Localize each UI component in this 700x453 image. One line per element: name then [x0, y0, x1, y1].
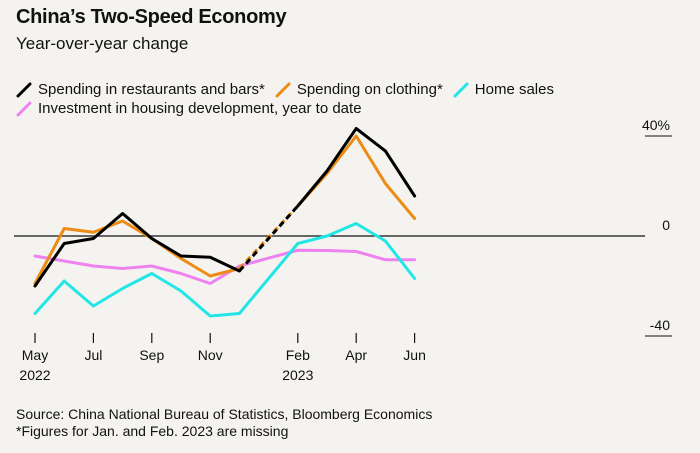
x-tick-year-4: 2023 — [282, 367, 313, 383]
legend-item-housing-investment: Investment in housing development, year … — [16, 100, 362, 118]
series-lines — [33, 127, 417, 318]
x-axis — [34, 333, 416, 343]
chart-title: China’s Two-Speed Economy — [16, 6, 287, 28]
legend-label-clothing: Spending on clothing* — [296, 80, 443, 98]
series-line-spending-in-restaurants-and-bars — [33, 212, 241, 288]
legend-item-restaurants: Spending in restaurants and bars* — [16, 81, 265, 99]
series-line-spending-on-clothing — [296, 134, 417, 220]
chart-footer: Source: China National Bureau of Statist… — [16, 406, 432, 440]
x-tick-label-6: Jun — [403, 347, 426, 363]
legend-swatch-restaurants — [16, 82, 32, 97]
source-note: Source: China National Bureau of Statist… — [16, 406, 433, 422]
y-tick-label-1: 0 — [662, 217, 670, 233]
legend-swatch-home-sales — [453, 82, 469, 97]
chart-subtitle: Year-over-year change — [16, 34, 189, 53]
x-tick-label-3: Nov — [198, 347, 223, 363]
missing-data-note: *Figures for Jan. and Feb. 2023 are miss… — [16, 423, 289, 439]
x-tick-label-0: May — [22, 347, 48, 363]
x-tick-label-5: Apr — [345, 347, 367, 363]
legend-label-restaurants: Spending in restaurants and bars* — [38, 80, 265, 98]
series-spending-on-clothing — [33, 134, 417, 285]
gridlines — [14, 135, 672, 337]
series-investment-in-housing-development-year-to-date — [33, 248, 417, 285]
legend-label-housing-investment: Investment in housing development, year … — [38, 99, 362, 117]
series-home-sales — [33, 222, 417, 318]
series-spending-in-restaurants-and-bars — [33, 127, 417, 288]
legend-swatch-housing-investment — [16, 101, 32, 116]
x-tick-label-4: Feb — [286, 347, 310, 363]
y-tick-label-0: 40% — [642, 117, 670, 133]
x-tick-label-2: Sep — [139, 347, 164, 363]
series-line-spending-in-restaurants-and-bars — [296, 127, 417, 208]
legend-swatch-clothing — [275, 82, 291, 97]
series-line-spending-on-clothing — [33, 219, 241, 285]
series-line-investment-in-housing-development-year-to-date — [33, 248, 417, 285]
chart-legend: Spending in restaurants and bars* Spendi… — [16, 80, 656, 118]
x-tick-year-0: 2022 — [19, 367, 50, 383]
y-tick-label-2: -40 — [650, 317, 670, 333]
legend-row-1: Spending in restaurants and bars* Spendi… — [16, 80, 656, 99]
axis-labels: 40% 0 -40 May 2022 Jul Sep Nov Feb 2023 Apr Jun — [19, 117, 670, 383]
legend-item-clothing: Spending on clothing* — [275, 81, 443, 99]
legend-row-2: Investment in housing development, year … — [16, 99, 656, 118]
series-gap-spending-in-restaurants-and-bars — [238, 204, 299, 273]
legend-label-home-sales: Home sales — [474, 80, 554, 98]
x-tick-label-1: Jul — [84, 347, 102, 363]
legend-item-home-sales: Home sales — [453, 81, 554, 99]
